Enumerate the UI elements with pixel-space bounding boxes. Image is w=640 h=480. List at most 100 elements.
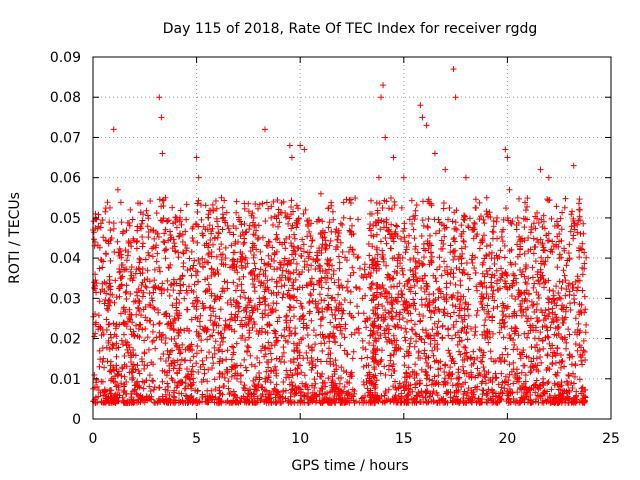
data-point [317,190,324,197]
data-point [566,300,573,307]
data-point [150,321,157,328]
data-point [560,387,567,394]
data-point [119,261,126,268]
data-point [116,269,123,276]
data-point [530,284,537,291]
data-point [231,328,238,335]
data-point [410,255,417,262]
data-point [254,306,261,313]
data-point [174,357,181,364]
data-point [282,337,289,344]
data-point [195,197,202,204]
data-point [513,221,520,228]
data-point [343,369,350,376]
data-point [336,259,343,266]
data-point [461,213,468,220]
data-point [94,383,101,390]
data-point [222,317,229,324]
data-point [452,219,459,226]
data-point [304,282,311,289]
data-point [221,217,228,224]
data-point [347,288,354,295]
data-point [311,376,318,383]
data-point [129,363,136,370]
data-point [543,398,550,405]
data-point [328,202,335,209]
data-point [375,301,382,308]
data-point [539,223,546,230]
data-point [556,278,563,285]
data-point [441,267,448,274]
data-point [341,383,348,390]
data-point [162,194,169,201]
data-point [149,297,156,304]
data-point [534,384,541,391]
data-point [244,260,251,267]
data-point [390,238,397,245]
data-point [167,236,174,243]
data-point [104,305,111,312]
data-point [144,223,151,230]
data-point [281,333,288,340]
data-point [312,341,319,348]
data-point [576,376,583,383]
data-point [155,395,162,402]
data-point [533,306,540,313]
data-point [335,233,342,240]
data-point [568,379,575,386]
data-point [214,267,221,274]
data-point [378,393,385,400]
data-point [378,290,385,297]
data-point [278,283,285,290]
data-point [460,228,467,235]
data-point [119,365,126,372]
data-point [173,310,180,317]
data-point [290,243,297,250]
data-point [534,318,541,325]
data-point [487,214,494,221]
data-point [123,257,130,264]
data-point [159,197,166,204]
data-point [566,331,573,338]
data-point [477,371,484,378]
data-point [296,349,303,356]
data-point [430,290,437,297]
data-point [287,393,294,400]
data-point [147,302,154,309]
data-point [551,382,558,389]
data-point [146,372,153,379]
data-point [132,322,139,329]
data-point [303,349,310,356]
data-point [450,292,457,299]
data-point [465,385,472,392]
data-point [404,392,411,399]
data-point [191,303,198,310]
data-point [171,387,178,394]
data-point [241,356,248,363]
data-point [443,284,450,291]
data-point [504,272,511,279]
data-point [449,218,456,225]
data-point [579,271,586,278]
data-point [521,273,528,280]
data-point [327,355,334,362]
data-point [251,284,258,291]
data-point [119,394,126,401]
data-point [177,275,184,282]
data-point [447,242,454,249]
data-point [457,296,464,303]
data-point [510,277,517,284]
data-point [506,247,513,254]
data-point [120,319,127,326]
data-point [185,382,192,389]
data-point [470,348,477,355]
data-point [450,324,457,331]
data-point [401,387,408,394]
data-point [416,392,423,399]
data-point [281,282,288,289]
data-point [119,364,126,371]
data-point [581,249,588,256]
data-point [107,386,114,393]
data-point [208,272,215,279]
data-point [391,323,398,330]
